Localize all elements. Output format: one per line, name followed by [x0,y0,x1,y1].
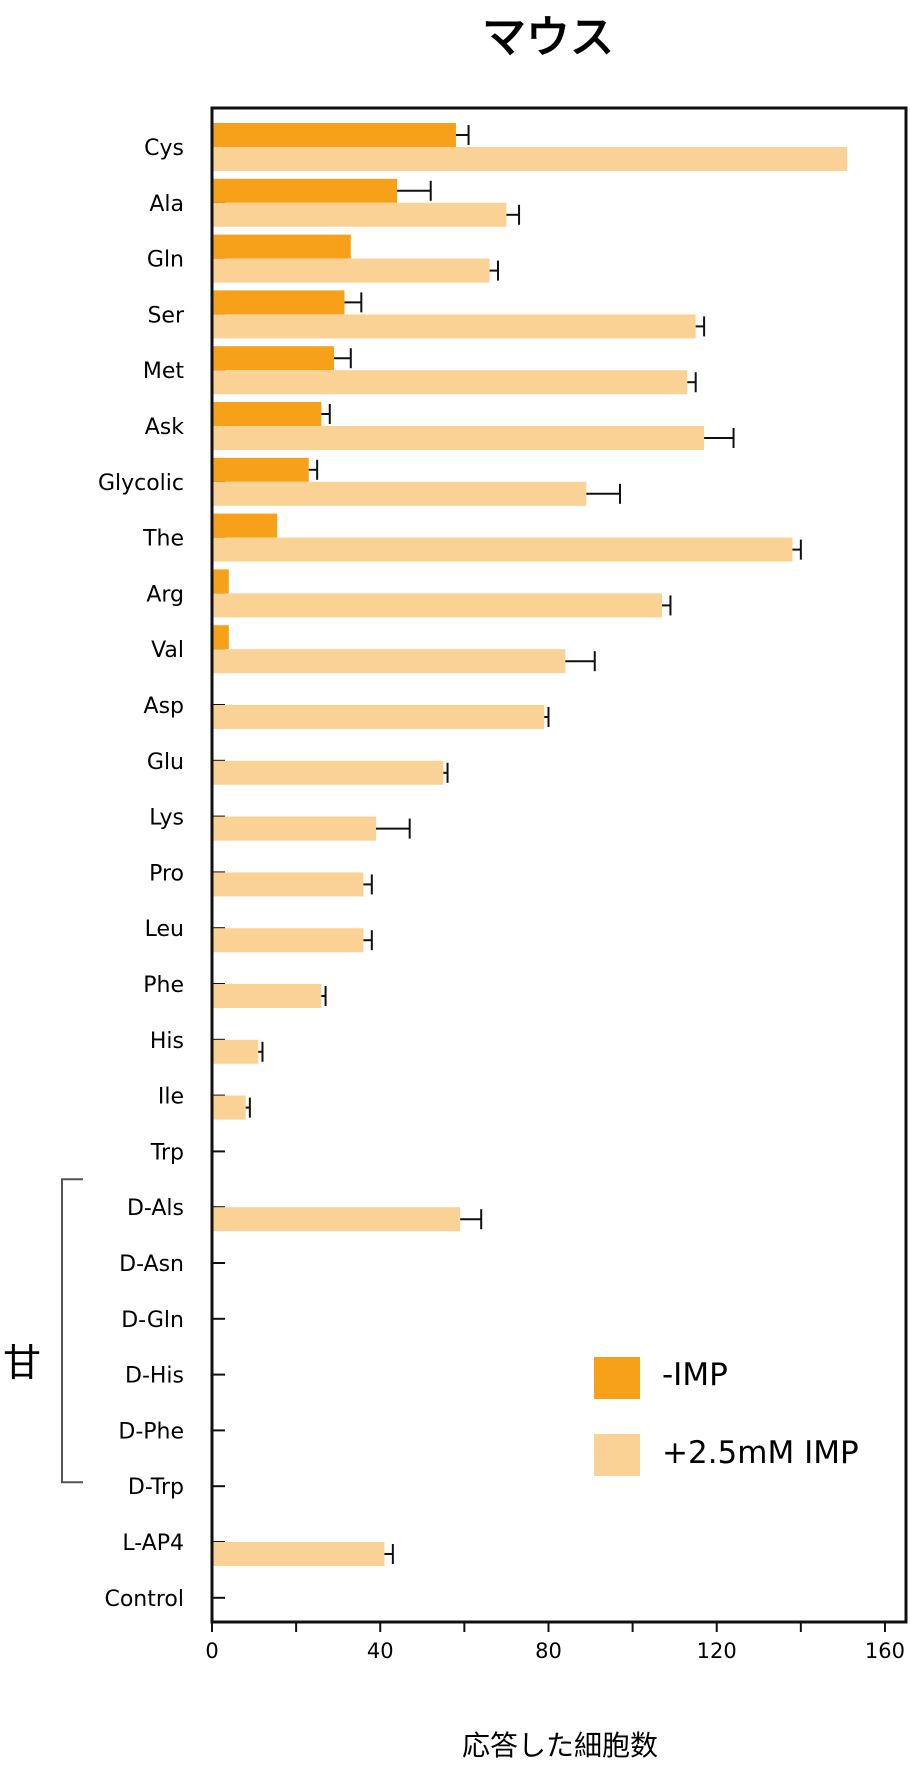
category-label-gln: Gln [147,248,184,273]
category-label-d-trp: D-Trp [128,1475,184,1500]
category-label-d-als: D-Als [127,1196,184,1221]
bar-2-5mm-imp-ala [212,202,507,227]
x-tick-label-160: 160 [865,1639,905,1663]
category-label-trp: Trp [150,1140,184,1165]
category-label-asp: Asp [144,694,184,719]
category-label-val: Val [151,638,184,663]
bar-imp-ask [212,402,322,426]
category-label-pro: Pro [149,861,184,886]
category-label-phe: Phe [143,973,184,998]
category-label-control: Control [104,1587,184,1612]
bar-2-5mm-imp-glycolic [212,481,587,506]
legend-label-imp-plus: +2.5mM IMP [662,1435,859,1471]
bar-2-5mm-imp-met [212,370,688,395]
bar-2-5mm-imp-ser [212,314,696,339]
bar-imp-the [212,513,278,538]
bar-2-5mm-imp-d-als [212,1207,461,1232]
bar-imp-gln [212,234,351,259]
category-label-the: The [142,527,184,552]
category-label-glu: Glu [147,750,184,775]
bar-imp-arg [212,569,229,594]
category-label-cys: Cys [144,136,184,161]
category-label-lys: Lys [149,806,184,831]
legend: -IMP +2.5mM IMP [594,1357,859,1476]
bar-2-5mm-imp-arg [212,593,663,618]
plot-area: Cys Ala Gln Ser Met Ask Glycolic The Arg Val Asp Gl… [61,106,908,1663]
bar-2-5mm-imp-val [212,649,566,674]
bar-imp-ala [212,178,398,203]
x-tick-label-0: 0 [205,1639,218,1663]
category-label-ask: Ask [145,415,185,440]
bar-2-5mm-imp-l-ap4 [212,1542,385,1566]
category-label-ser: Ser [147,303,185,328]
bracket-label: 甘 [3,1341,41,1385]
category-label-d-phe: D-Phe [118,1419,184,1444]
bar-2-5mm-imp-cys [212,147,848,171]
bar-imp-cys [212,123,456,147]
plot-frame [210,106,908,1624]
x-tick-label-120: 120 [697,1639,737,1663]
category-label-leu: Leu [145,917,184,942]
bar-2-5mm-imp-the [212,537,793,562]
category-label-l-ap4: L-AP4 [122,1531,184,1556]
category-label-ile: Ile [158,1085,184,1110]
bar-imp-val [212,625,229,650]
category-label-glycolic: Glycolic [98,471,184,496]
category-label-d-gln: D-Gln [121,1308,184,1333]
bar-2-5mm-imp-phe [212,984,322,1008]
legend-label-imp-minus: -IMP [662,1357,728,1393]
bar-imp-ser [212,290,345,315]
bracket-0 [61,1178,83,1484]
bar-2-5mm-imp-ile [212,1095,246,1120]
category-label-d-asn: D-Asn [119,1252,184,1277]
x-tick-label-40: 40 [367,1639,394,1663]
category-label-ala: Ala [149,192,184,217]
category-label-arg: Arg [146,582,184,607]
bar-2-5mm-imp-pro [212,872,364,897]
bar-2-5mm-imp-ask [212,426,705,450]
bar-imp-met [212,346,334,371]
x-tick-label-80: 80 [535,1639,562,1663]
bar-2-5mm-imp-asp [212,705,545,729]
bar-2-5mm-imp-lys [212,816,377,841]
category-label-d-his: D-His [125,1364,184,1389]
bar-2-5mm-imp-leu [212,928,364,953]
category-label-met: Met [143,359,185,384]
legend-swatch-imp-minus [594,1357,640,1399]
bar-2-5mm-imp-his [212,1039,259,1064]
bar-2-5mm-imp-gln [212,258,490,283]
legend-swatch-imp-plus [594,1434,640,1476]
bar-2-5mm-imp-glu [212,760,444,785]
category-label-his: His [150,1029,184,1054]
bar-imp-glycolic [212,457,309,482]
chart-title: マウス [482,12,614,63]
x-axis-label: 応答した細胞数 [462,1729,658,1762]
